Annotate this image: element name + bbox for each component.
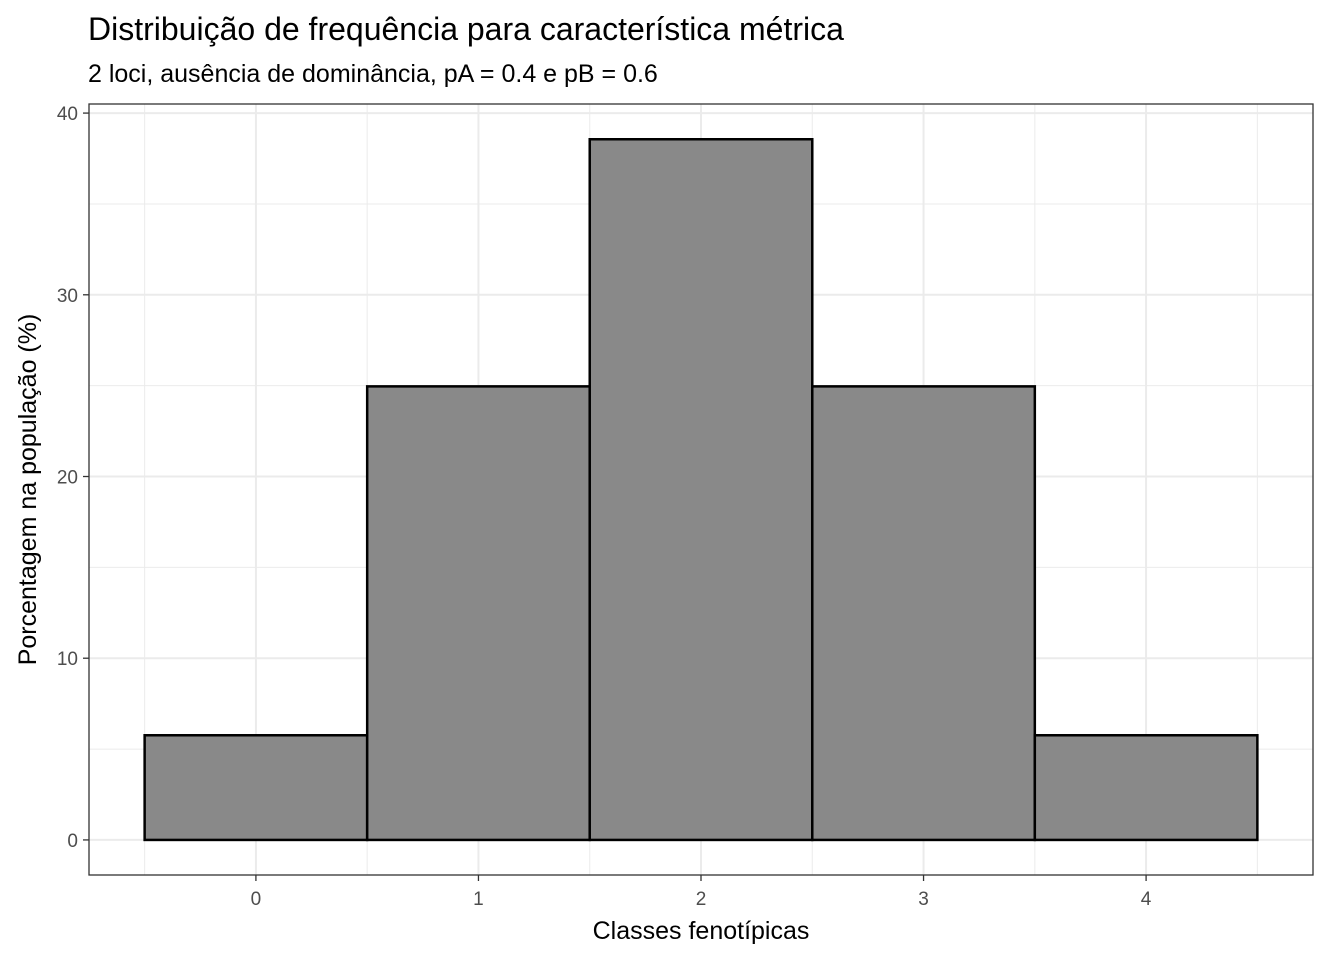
- bar-class-1: [365, 385, 591, 842]
- y-tick-label: 0: [67, 831, 78, 852]
- x-tick-label: 1: [473, 889, 484, 910]
- y-axis-label: Porcentagem na população (%): [14, 314, 42, 666]
- y-tick-label: 10: [57, 649, 78, 670]
- chart-subtitle: 2 loci, ausência de dominância, pA = 0.4…: [88, 60, 658, 88]
- bar-class-2: [588, 138, 814, 842]
- x-tick-label: 0: [251, 889, 262, 910]
- bar-class-3: [811, 385, 1037, 842]
- x-axis-label: Classes fenotípicas: [593, 917, 810, 945]
- x-tick-label: 4: [1141, 889, 1152, 910]
- x-tick-label: 3: [918, 889, 929, 910]
- bar-class-4: [1033, 734, 1259, 842]
- bar-class-0: [143, 734, 369, 842]
- bars: [143, 138, 1259, 842]
- y-tick-label: 30: [57, 286, 78, 307]
- y-axis: 0 10 20 30 40: [57, 104, 89, 852]
- y-tick-label: 40: [57, 104, 78, 125]
- x-tick-label: 2: [696, 889, 707, 910]
- chart-title: Distribuição de frequência para caracter…: [88, 11, 844, 47]
- x-axis: 0 1 2 3 4: [251, 875, 1152, 910]
- y-tick-label: 20: [57, 468, 78, 489]
